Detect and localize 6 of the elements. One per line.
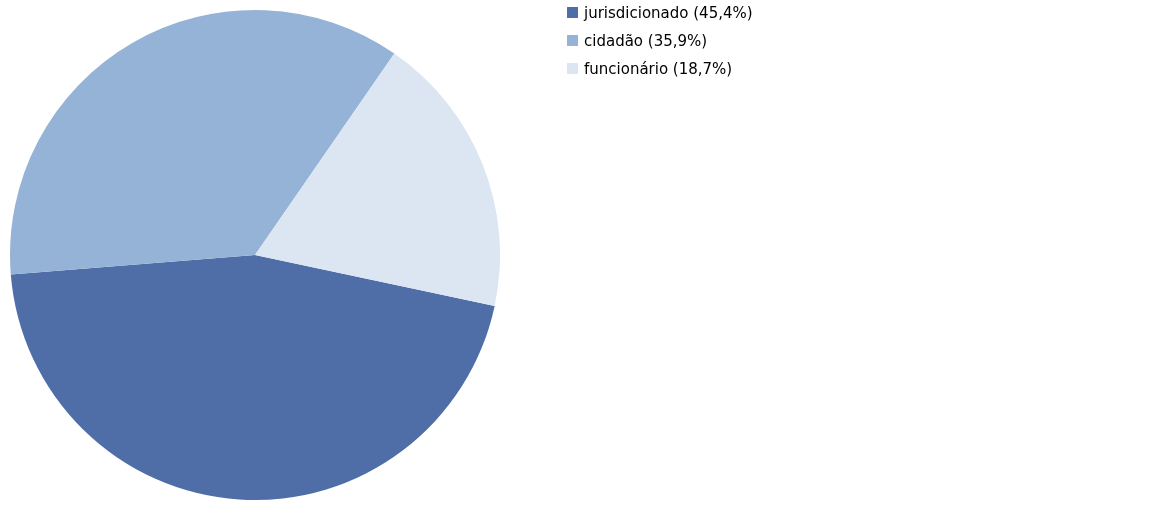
pie-slice [10, 10, 395, 275]
legend-label: funcionário (18,7%) [584, 59, 733, 78]
legend-label: cidadão (35,9%) [584, 31, 708, 50]
pie-slice [10, 255, 495, 500]
pie-slice [255, 53, 500, 306]
legend-label: jurisdicionado (45,4%) [583, 3, 753, 22]
